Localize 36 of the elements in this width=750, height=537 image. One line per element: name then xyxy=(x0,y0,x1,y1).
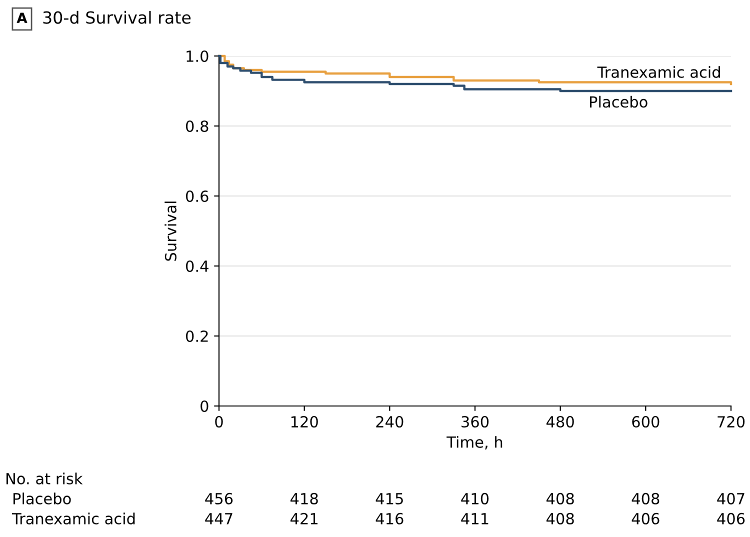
chart-title: 30-d Survival rate xyxy=(43,10,191,24)
x-tick-label: 720 xyxy=(718,416,745,428)
text: 408 xyxy=(632,492,660,504)
series-label: Tranexamic acid xyxy=(597,66,720,78)
series-label: Placebo xyxy=(590,96,648,108)
y-tick-label: 0.2 xyxy=(186,330,208,342)
text: 447 xyxy=(205,513,232,524)
x-tick-label: 0 xyxy=(215,416,223,428)
y-tick-label: 0.8 xyxy=(186,120,208,132)
y-tick-label: 0.4 xyxy=(186,260,208,272)
x-tick-label: 480 xyxy=(546,416,574,428)
text: A xyxy=(16,12,28,23)
text: 415 xyxy=(376,493,403,504)
x-tick-label: 240 xyxy=(376,416,404,428)
y-tick-label: 0.6 xyxy=(186,190,208,202)
x-tick-label: 360 xyxy=(462,416,489,428)
text: 411 xyxy=(461,513,488,524)
text: Tranexamic acid xyxy=(12,512,135,524)
text: 407 xyxy=(717,492,744,504)
text: 456 xyxy=(205,492,233,504)
text: 418 xyxy=(290,492,318,504)
text: 408 xyxy=(546,492,574,504)
text: 408 xyxy=(546,512,574,524)
x-tick-label: 120 xyxy=(291,416,318,428)
text: No. at risk xyxy=(6,472,83,484)
text: 421 xyxy=(290,512,318,524)
y-tick-label: 1.0 xyxy=(186,50,208,62)
text: 416 xyxy=(376,512,404,524)
text: 406 xyxy=(717,512,745,524)
y-tick-label: 0 xyxy=(200,400,208,412)
y-axis-title: Survival xyxy=(164,202,176,261)
x-axis-title: Time, h xyxy=(446,436,502,450)
text: 406 xyxy=(632,512,660,524)
text: Placebo xyxy=(14,492,71,504)
x-tick-label: 600 xyxy=(632,416,660,428)
text: 410 xyxy=(461,492,489,504)
